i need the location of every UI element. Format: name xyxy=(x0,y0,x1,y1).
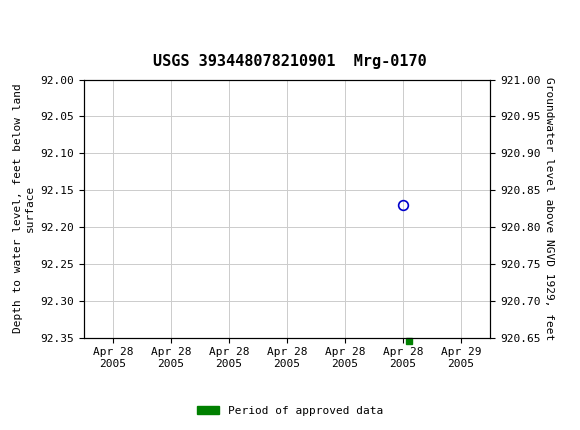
Y-axis label: Groundwater level above NGVD 1929, feet: Groundwater level above NGVD 1929, feet xyxy=(544,77,554,340)
Y-axis label: Depth to water level, feet below land
surface: Depth to water level, feet below land su… xyxy=(13,84,35,333)
Legend: Period of approved data: Period of approved data xyxy=(193,401,387,420)
Text: ≋: ≋ xyxy=(3,6,26,34)
Text: USGS 393448078210901  Mrg-0170: USGS 393448078210901 Mrg-0170 xyxy=(153,54,427,69)
Text: USGS: USGS xyxy=(49,10,113,30)
